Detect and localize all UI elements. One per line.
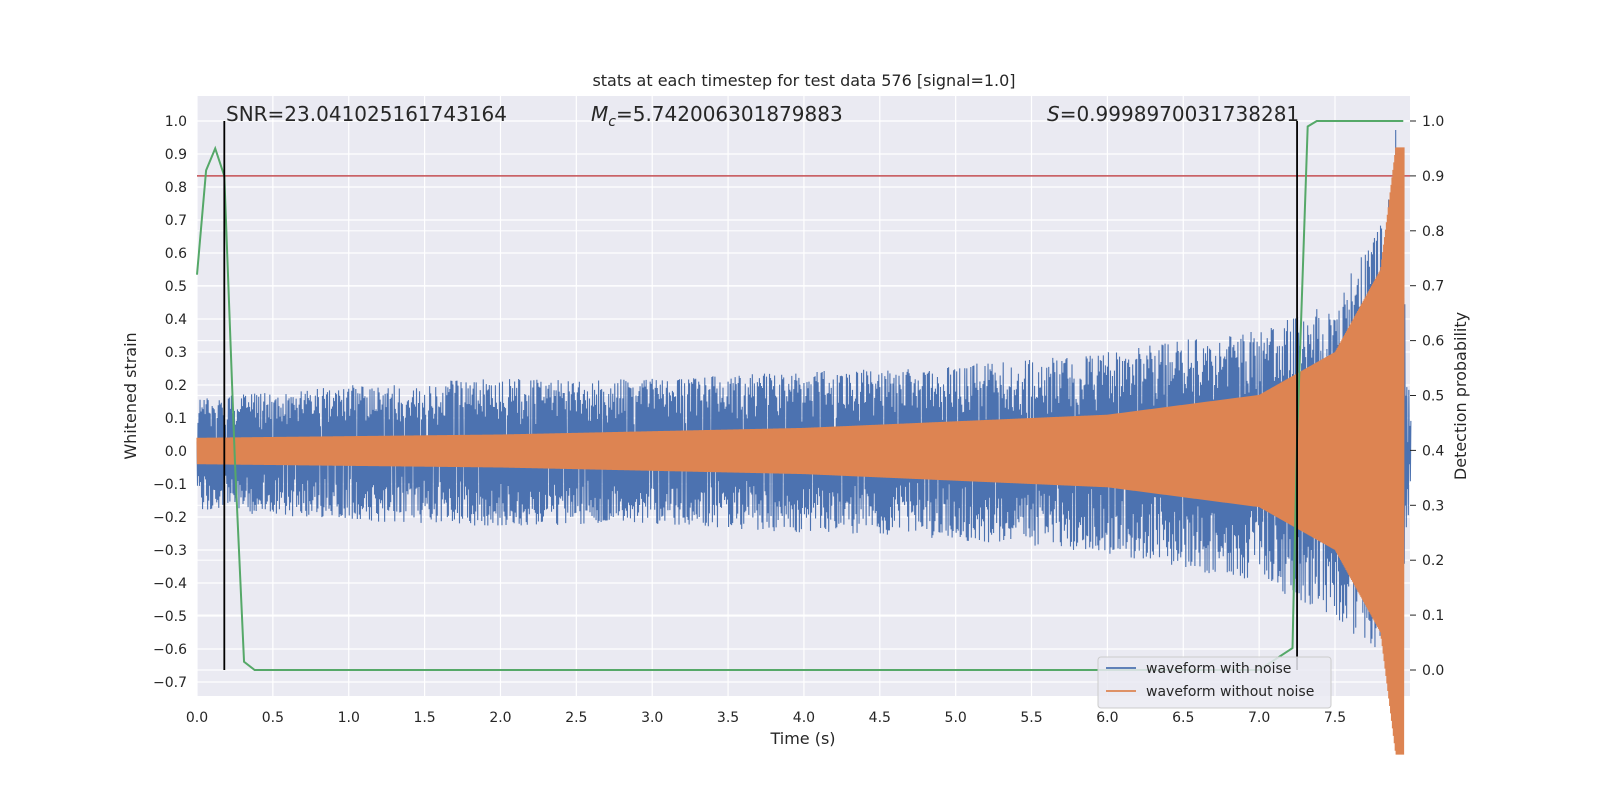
legend-label-clean: waveform without noise xyxy=(1146,684,1314,700)
y2-tick-label: 0.3 xyxy=(1422,498,1444,514)
x-tick-label: 2.0 xyxy=(489,710,511,726)
x-tick-label: 2.5 xyxy=(565,710,587,726)
x-tick-label: 5.5 xyxy=(1020,710,1042,726)
y-tick-label: 1.0 xyxy=(165,114,187,130)
y-tick-label: 0.5 xyxy=(165,279,187,295)
y-tick-label: 0.9 xyxy=(165,147,187,163)
vline-layer xyxy=(223,121,1298,670)
y2-tick-label: 0.1 xyxy=(1422,608,1444,624)
y2-tick-label: 1.0 xyxy=(1422,114,1444,130)
y2-tick-label: 0.9 xyxy=(1422,169,1444,185)
snr-annotation: SNR=23.041025161743164 xyxy=(226,102,507,126)
y2-tick-label: 0.0 xyxy=(1422,663,1444,679)
series-waveform-without-noise xyxy=(196,147,1405,755)
y-tick-label: 0.8 xyxy=(165,180,187,196)
y-tick-label: 0.6 xyxy=(165,246,187,262)
y-tick-label: −0.4 xyxy=(153,576,187,592)
x-tick-label: 1.5 xyxy=(413,710,435,726)
y-tick-label: 0.1 xyxy=(165,411,187,427)
y2-axis-label: Detection probability xyxy=(1451,312,1470,480)
y-tick-label: 0.4 xyxy=(165,312,187,328)
y-tick-label: −0.7 xyxy=(153,675,187,691)
x-tick-label: 4.5 xyxy=(869,710,891,726)
y-tick-label: 0.2 xyxy=(165,378,187,394)
x-tick-label: 5.0 xyxy=(945,710,967,726)
legend-box xyxy=(1097,656,1332,709)
x-tick-label: 4.0 xyxy=(793,710,815,726)
s-value: =0.9998970031738281 xyxy=(1060,102,1299,126)
x-tick-label: 7.0 xyxy=(1248,710,1270,726)
x-tick-label: 1.0 xyxy=(338,710,360,726)
legend-label-noise: waveform with noise xyxy=(1146,661,1291,677)
mc-value: =5.742006301879883 xyxy=(616,102,843,126)
y2-axis-ticks: 1.0 0.9 0.8 0.7 0.6 0.5 0.4 0.3 0.2 0.1 0.0 xyxy=(1410,114,1444,679)
y-tick-label: −0.5 xyxy=(153,609,187,625)
x-tick-label: 0.5 xyxy=(262,710,284,726)
series-waveform-with-noise xyxy=(196,130,1412,663)
x-axis-label: Time (s) xyxy=(769,729,835,748)
y2-tick-label: 0.8 xyxy=(1422,224,1444,240)
x-tick-label: 7.5 xyxy=(1324,710,1346,726)
y-tick-label: −0.3 xyxy=(153,543,187,559)
chart-title: stats at each timestep for test data 576… xyxy=(592,71,1015,90)
y-tick-label: 0.3 xyxy=(165,345,187,361)
x-axis-ticks: 0.0 0.5 1.0 1.5 2.0 2.5 3.0 3.5 4.0 4.5 5.0 5.5 6.0 6… xyxy=(186,710,1346,726)
y2-tick-label: 0.5 xyxy=(1422,389,1444,405)
y-tick-label: −0.2 xyxy=(153,510,187,526)
mc-symbol: M xyxy=(591,102,608,126)
x-tick-label: 3.5 xyxy=(717,710,739,726)
y-tick-label: 0.7 xyxy=(165,213,187,229)
x-tick-label: 6.0 xyxy=(1096,710,1118,726)
s-annotation: S=0.9998970031738281 xyxy=(1047,102,1299,126)
y-tick-label: 0.0 xyxy=(165,444,187,460)
y2-tick-label: 0.7 xyxy=(1422,279,1444,295)
x-tick-label: 3.0 xyxy=(641,710,663,726)
y2-tick-label: 0.4 xyxy=(1422,443,1444,459)
s-symbol: S xyxy=(1047,102,1060,126)
y-axis-ticks: 1.0 0.9 0.8 0.7 0.6 0.5 0.4 0.3 0.2 0.1 0.0 −0.1 −0.… xyxy=(153,114,187,691)
y-axis-label: Whitened strain xyxy=(121,332,140,459)
series-layer xyxy=(196,120,1412,755)
y-tick-label: −0.1 xyxy=(153,477,187,493)
y2-tick-label: 0.6 xyxy=(1422,334,1444,350)
mc-subscript: c xyxy=(608,114,616,130)
x-tick-label: 0.0 xyxy=(186,710,208,726)
y2-tick-label: 0.2 xyxy=(1422,553,1444,569)
legend: waveform with noise waveform without noi… xyxy=(1097,656,1332,709)
mc-annotation: Mc=5.742006301879883 xyxy=(591,102,843,130)
y-tick-label: −0.6 xyxy=(153,642,187,658)
x-tick-label: 6.5 xyxy=(1172,710,1194,726)
series-detection-probability xyxy=(196,120,1404,671)
